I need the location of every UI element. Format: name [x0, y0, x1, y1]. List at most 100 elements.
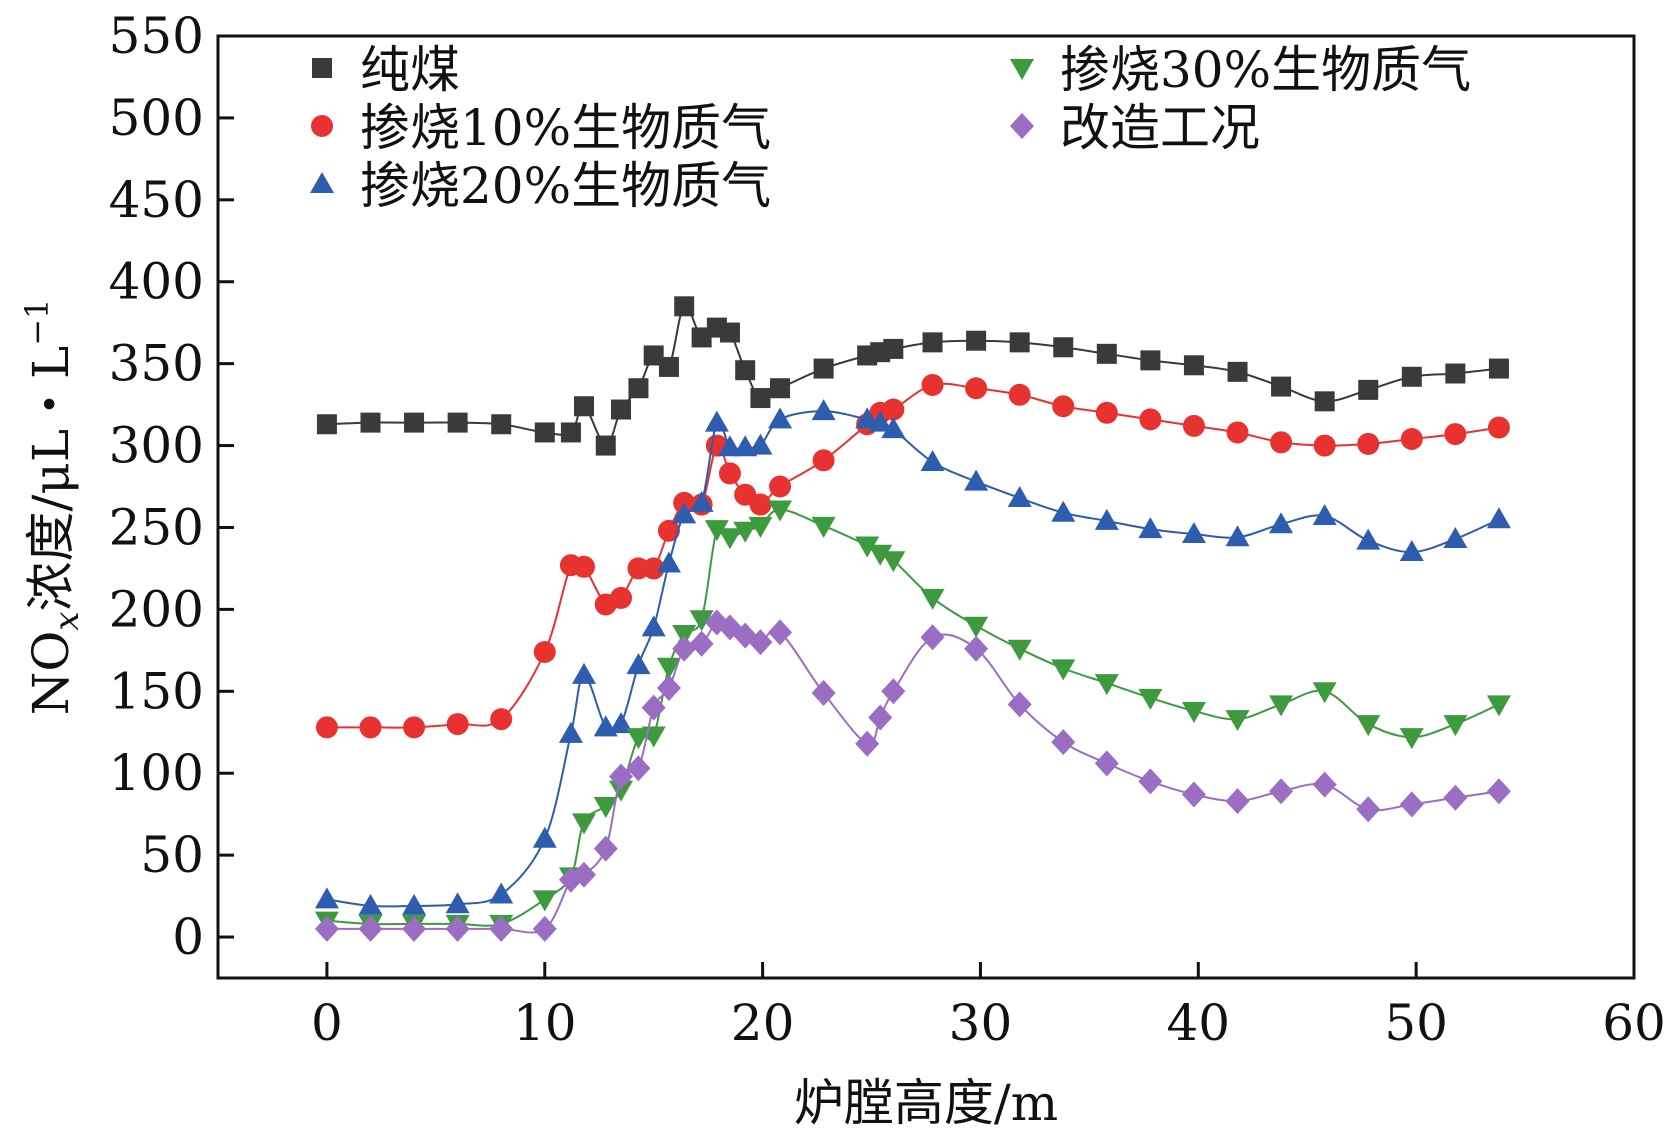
data-point: [403, 716, 426, 739]
data-point: [1138, 688, 1163, 710]
data-point: [1487, 416, 1510, 439]
data-point: [491, 414, 512, 435]
data-point: [1270, 431, 1293, 454]
data-point: [768, 407, 793, 429]
data-point: [748, 433, 773, 455]
y-tick-label: 250: [109, 498, 204, 556]
data-point: [1445, 363, 1466, 384]
data-point: [571, 813, 596, 835]
data-point: [627, 557, 650, 580]
data-point: [1140, 350, 1161, 371]
y-tick-label: 500: [109, 89, 204, 147]
data-point: [571, 662, 596, 684]
data-point: [358, 893, 383, 915]
data-point: [1051, 659, 1076, 681]
data-point: [811, 679, 836, 706]
data-point: [571, 861, 596, 888]
legend-label: 纯煤: [360, 41, 460, 99]
legend-item: 纯煤: [312, 41, 460, 99]
data-point: [748, 516, 773, 538]
data-point: [641, 615, 666, 637]
data-point: [1094, 674, 1119, 696]
data-point: [1225, 788, 1250, 815]
x-axis-title: 炉膛高度/m: [794, 1074, 1058, 1132]
y-tick-label: 150: [109, 662, 204, 720]
data-point: [445, 915, 470, 942]
data-point: [1269, 695, 1294, 717]
data-point: [704, 410, 729, 432]
data-point: [404, 412, 425, 433]
data-point: [315, 716, 338, 739]
data-point: [489, 882, 514, 904]
data-point: [1183, 355, 1204, 376]
x-tick-label: 20: [731, 994, 795, 1052]
data-point: [572, 555, 595, 578]
y-tick-label: 200: [109, 580, 204, 638]
data-point: [1181, 781, 1206, 808]
y-tick-label: 100: [109, 744, 204, 802]
data-point: [560, 422, 581, 443]
data-point: [1226, 421, 1249, 444]
data-point: [1486, 695, 1511, 717]
data-point: [1314, 391, 1335, 412]
data-point: [769, 475, 792, 498]
data-point: [718, 462, 741, 485]
y-tick-label: 350: [109, 335, 204, 393]
legend-label: 掺烧20%生物质气: [360, 157, 771, 215]
x-tick-label: 60: [1602, 994, 1666, 1052]
data-point: [1356, 796, 1381, 823]
legend-item: 掺烧20%生物质气: [310, 157, 771, 215]
data-point: [656, 657, 681, 679]
data-point: [360, 412, 381, 433]
series-1: [316, 296, 1509, 456]
data-point: [922, 332, 943, 353]
data-point: [1269, 512, 1294, 534]
y-axis-title-prefix: NO: [22, 631, 80, 716]
data-point: [1400, 428, 1423, 451]
data-point: [966, 330, 987, 351]
x-tick-label: 50: [1384, 994, 1448, 1052]
data-point: [1357, 432, 1380, 455]
data-point: [855, 536, 880, 558]
data-point: [489, 915, 514, 942]
data-point: [593, 835, 618, 862]
data-point: [868, 410, 893, 432]
data-point: [1443, 784, 1468, 811]
data-point: [658, 356, 679, 377]
legend-item: 改造工况: [1010, 99, 1260, 157]
data-point: [1007, 485, 1032, 507]
data-point: [770, 378, 791, 399]
data-point: [674, 296, 695, 317]
data-point: [855, 730, 880, 757]
data-point: [314, 915, 339, 942]
y-tick-label: 550: [109, 7, 204, 65]
data-point: [717, 435, 742, 457]
data-point: [1312, 682, 1337, 704]
data-point: [1269, 778, 1294, 805]
data-point: [1094, 750, 1119, 777]
legend-label: 掺烧10%生物质气: [360, 99, 771, 157]
data-point: [359, 716, 382, 739]
data-point: [1356, 715, 1381, 737]
data-point: [672, 624, 697, 646]
x-tick-label: 0: [311, 994, 343, 1052]
data-point: [314, 887, 339, 909]
data-point: [657, 519, 680, 542]
data-point: [733, 521, 758, 543]
y-tick-label: 400: [109, 253, 204, 311]
data-point: [609, 712, 634, 734]
data-point: [402, 893, 427, 915]
data-point: [1358, 379, 1379, 400]
data-point: [811, 399, 836, 421]
legend-label: 改造工况: [1060, 99, 1260, 157]
data-point: [1094, 508, 1119, 530]
y-axis-title-main: 浓度/μL・L: [22, 346, 80, 612]
legend-marker: [312, 58, 332, 78]
data-point: [735, 360, 756, 381]
data-point: [881, 551, 906, 573]
plot-frame: [216, 34, 1636, 980]
y-tick-label: 300: [109, 417, 204, 475]
data-point: [719, 322, 740, 343]
